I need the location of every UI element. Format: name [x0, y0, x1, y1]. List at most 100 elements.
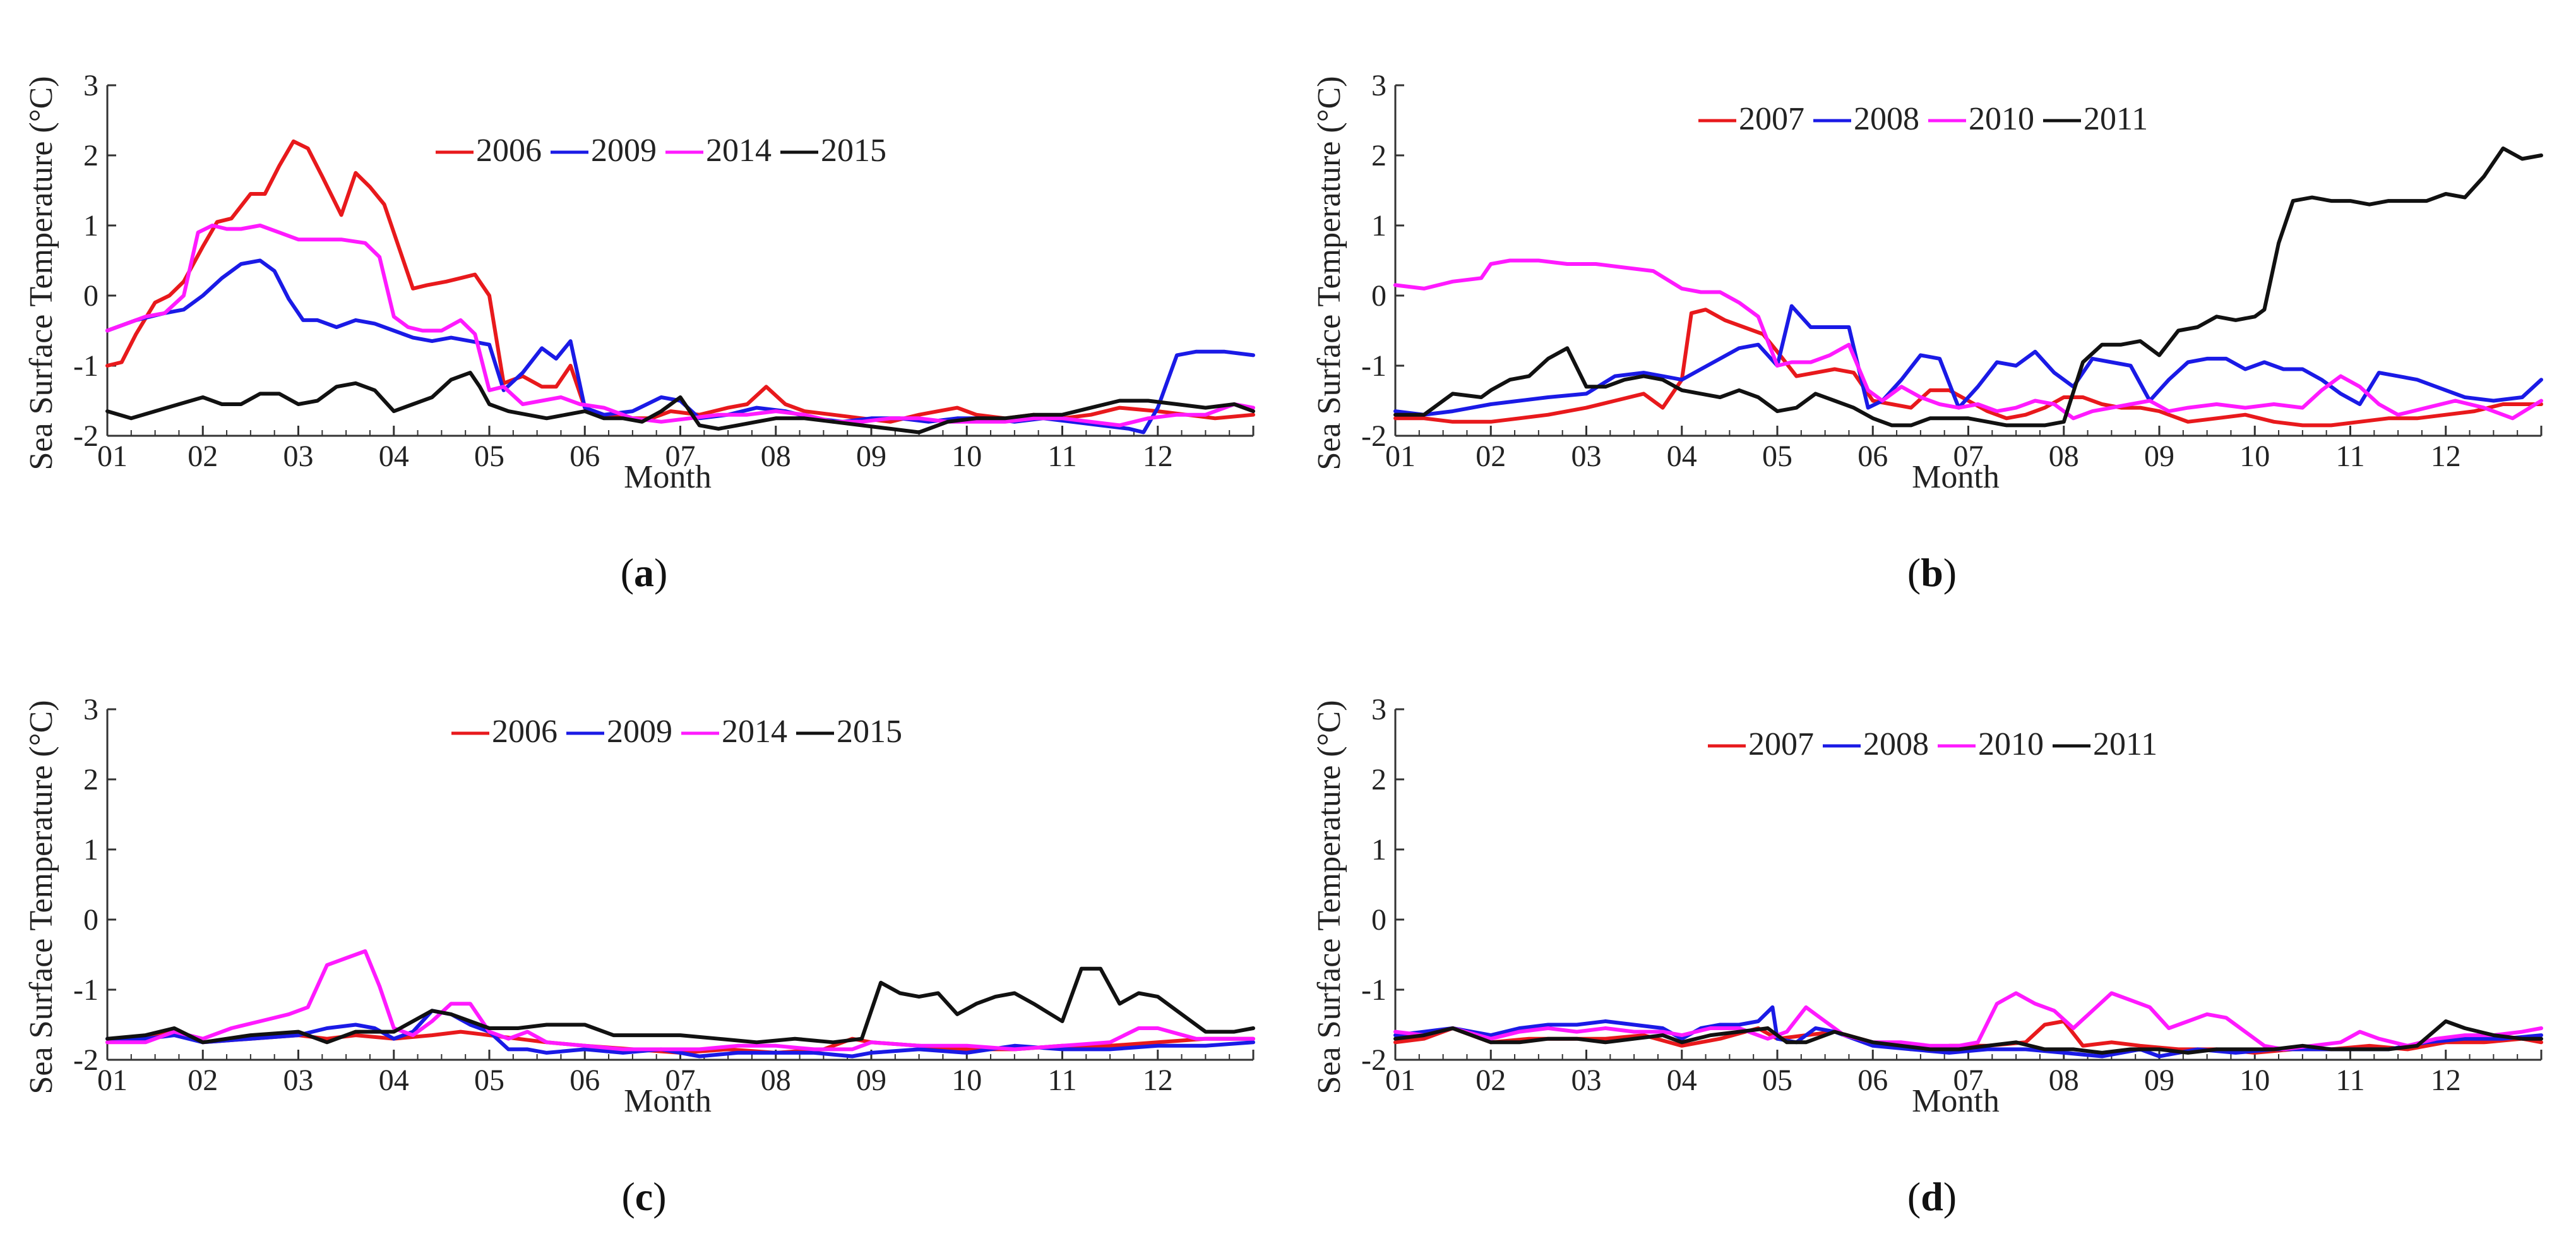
y-axis-title: Sea Surface Temperature (°C) [23, 700, 59, 1094]
y-tick-label: 1 [83, 209, 98, 243]
panel-caption-a: (a) [620, 550, 668, 595]
x-tick-label: 11 [1047, 440, 1076, 473]
series-line-2015 [105, 966, 1255, 1045]
y-tick-label: 1 [1371, 833, 1386, 867]
y-tick-label: 2 [83, 139, 98, 172]
x-tick-label: 06 [569, 1064, 600, 1097]
x-tick-label: 06 [1857, 1064, 1888, 1097]
x-tick-label: 04 [379, 1064, 409, 1097]
chart-panel-c: 3 2 1 0 -1 -2 01 02 03 04 05 06 07 08 09 10 11 12 Month Sea… [0, 624, 1288, 1248]
y-tick-label: -1 [73, 973, 98, 1007]
panel-label-d: d [1921, 1174, 1943, 1219]
legend: 2006 2009 2014 2015 [451, 714, 902, 750]
x-tick-label: 08 [761, 440, 791, 473]
x-tick-label: 03 [283, 1064, 314, 1097]
x-tick-label: 11 [2335, 440, 2364, 473]
x-axis-title: Month [1912, 459, 2000, 495]
y-tick-label: 2 [83, 763, 98, 796]
legend-label-2009: 2009 [607, 714, 672, 750]
x-tick-label: 10 [2239, 440, 2270, 473]
chart-panel-a: 3 2 1 0 -1 -2 01 02 03 04 05 06 07 08 09 10 11 12 Month Sea… [0, 0, 1288, 624]
legend-label-2007: 2007 [1748, 726, 1814, 762]
x-tick-label: 11 [2335, 1064, 2364, 1097]
y-tick-label: 1 [83, 833, 98, 867]
legend: 2007 2008 2010 2011 [1708, 726, 2157, 762]
series-line-2011 [1393, 146, 2543, 428]
series-line-2009 [105, 1009, 1255, 1059]
series-line-2011 [1393, 1019, 2543, 1055]
y-axis-title: Sea Surface Temperature (°C) [1311, 700, 1347, 1094]
x-tick-label: 10 [951, 1064, 982, 1097]
x-tick-label: 05 [1762, 1064, 1792, 1097]
legend-label-2014: 2014 [706, 133, 772, 169]
y-tick-label: 0 [1371, 279, 1386, 313]
y-tick-label: -1 [1361, 349, 1386, 383]
x-tick-label: 09 [856, 440, 886, 473]
x-axis-title: Month [624, 1083, 712, 1119]
x-tick-label: 03 [1571, 1064, 1602, 1097]
x-tick-label: 01 [1385, 440, 1416, 473]
panel-label-c: c [635, 1174, 653, 1219]
x-tick-label: 09 [2144, 440, 2174, 473]
x-tick-label: 11 [1047, 1064, 1076, 1097]
x-tick-label: 01 [97, 1064, 128, 1097]
x-axis-title: Month [624, 459, 712, 495]
y-tick-label: 0 [83, 279, 98, 313]
y-tick-label: 3 [1371, 69, 1386, 102]
panel-caption-c: (c) [621, 1174, 667, 1219]
x-tick-label: 03 [1571, 440, 1602, 473]
x-tick-label: 02 [1476, 440, 1506, 473]
legend-label-2006: 2006 [492, 714, 558, 750]
chart-panel-d: 3 2 1 0 -1 -2 01 02 03 04 05 06 07 08 09 10 11 12 Month Sea… [1288, 624, 2576, 1248]
legend-label-2007: 2007 [1739, 101, 1804, 137]
legend-label-2010: 2010 [1969, 101, 2034, 137]
x-tick-label: 12 [2431, 440, 2461, 473]
series-line-2008 [1393, 304, 2543, 417]
x-tick-label: 01 [97, 440, 128, 473]
x-tick-label: 04 [379, 440, 409, 473]
y-tick-label: 0 [83, 903, 98, 937]
legend: 2006 2009 2014 2015 [436, 133, 886, 169]
legend-label-2015: 2015 [837, 714, 902, 750]
y-tick-label: 3 [1371, 693, 1386, 726]
y-tick-label: 1 [1371, 209, 1386, 243]
x-tick-label: 07 [665, 440, 696, 473]
y-tick-label: 3 [83, 69, 98, 102]
y-tick-label: -2 [73, 1043, 98, 1077]
x-tick-label: 12 [1143, 1064, 1173, 1097]
series-line-2015 [105, 371, 1255, 435]
x-tick-label: 06 [1857, 440, 1888, 473]
panel-label-b: b [1921, 550, 1943, 595]
y-tick-label: 0 [1371, 903, 1386, 937]
x-tick-label: 07 [1953, 1064, 1984, 1097]
chart-panel-b: 3 2 1 0 -1 -2 01 02 03 04 05 06 07 08 09 10 11 12 Month Sea… [1288, 0, 2576, 624]
x-tick-label: 06 [569, 440, 600, 473]
series-line-2014 [105, 949, 1255, 1052]
x-tick-label: 09 [856, 1064, 886, 1097]
x-tick-label: 02 [188, 440, 218, 473]
y-tick-label: -2 [1361, 1043, 1386, 1077]
x-tick-label: 10 [2239, 1064, 2270, 1097]
x-tick-label: 05 [1762, 440, 1792, 473]
x-tick-label: 08 [761, 1064, 791, 1097]
legend-label-2011: 2011 [2093, 726, 2157, 762]
y-tick-label: 2 [1371, 139, 1386, 172]
legend-label-2015: 2015 [821, 133, 886, 169]
legend-label-2006: 2006 [476, 133, 542, 169]
x-tick-label: 02 [1476, 1064, 1506, 1097]
y-axis-title: Sea Surface Temperature (°C) [1311, 76, 1347, 470]
y-tick-label: -2 [73, 419, 98, 453]
x-tick-label: 02 [188, 1064, 218, 1097]
panel-caption-d: (d) [1907, 1174, 1957, 1219]
y-tick-label: -1 [1361, 973, 1386, 1007]
x-tick-label: 09 [2144, 1064, 2174, 1097]
y-tick-label: -1 [73, 349, 98, 383]
y-axis-title: Sea Surface Temperature (°C) [23, 76, 59, 470]
x-tick-label: 07 [1953, 440, 1984, 473]
